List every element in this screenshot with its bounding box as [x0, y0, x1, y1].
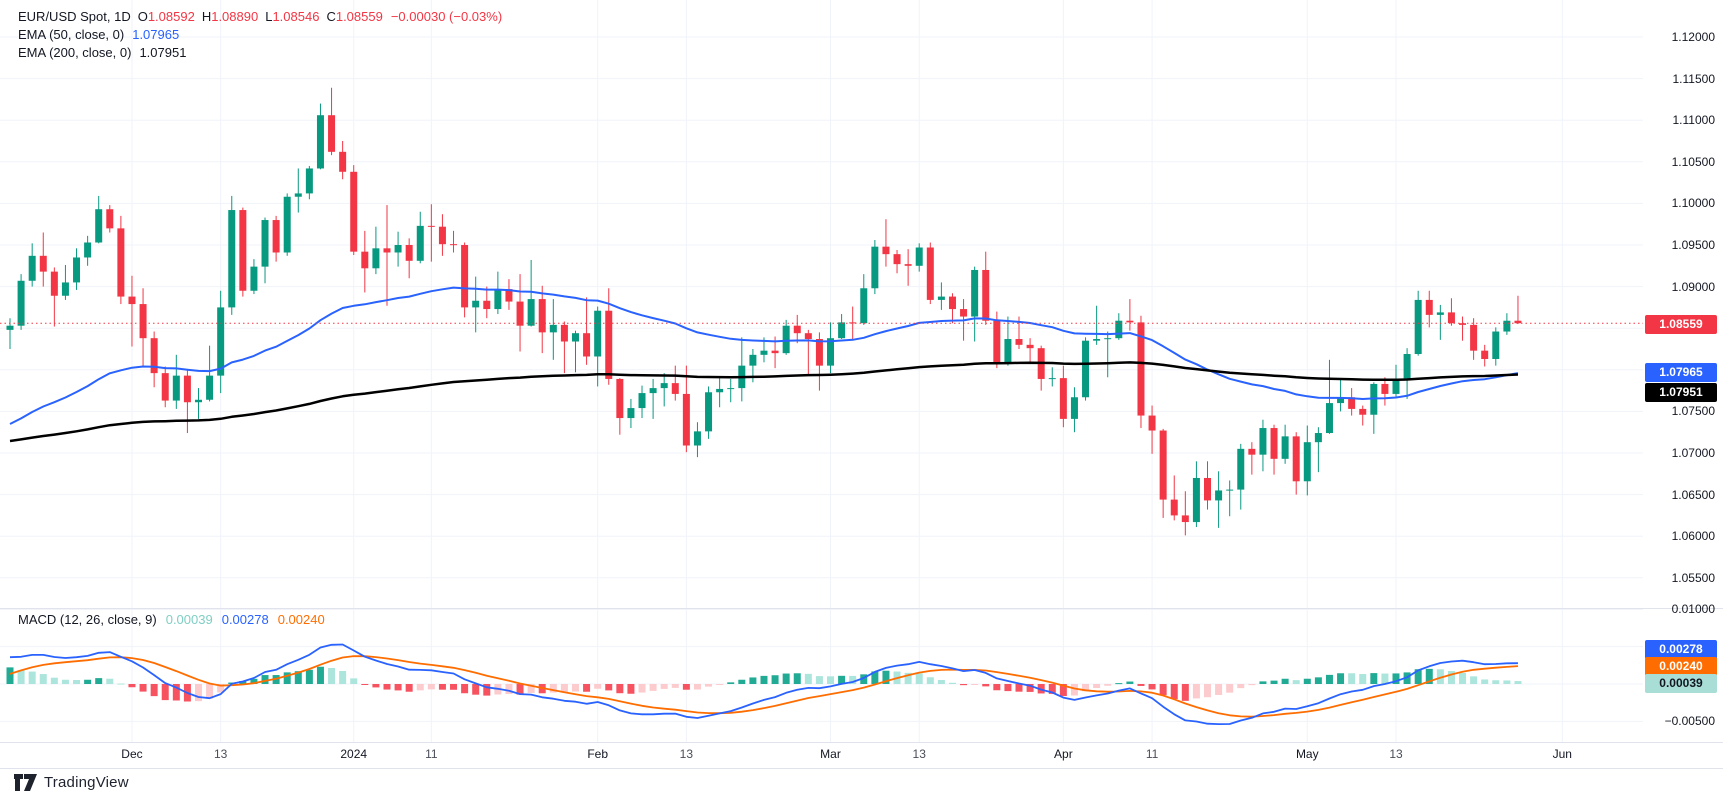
ema50-label: EMA (50, close, 0)	[18, 27, 125, 42]
time-tick-label: Dec	[121, 747, 143, 761]
ohlc-value: 1.08546	[272, 9, 320, 24]
price-tick-label: 1.07000	[1671, 446, 1715, 460]
ema200-label: EMA (200, close, 0)	[18, 45, 132, 60]
ohlc-key: H	[201, 9, 212, 24]
time-tick-label: Jun	[1552, 747, 1572, 761]
price-tick-label: 1.10500	[1671, 154, 1715, 169]
time-tick-label: May	[1295, 747, 1319, 761]
price-scale[interactable]: 1.12000 1.11500 1.11000 1.10500 1.10000 1.095…	[1643, 0, 1723, 742]
ohlc-key: C	[326, 9, 336, 24]
ohlc-key: O	[137, 9, 148, 24]
macd-signal-line	[9, 655, 1519, 718]
ohlc-values: O1.08592 H1.08890 L1.08546 C1.08559	[131, 9, 383, 24]
macd-legend-value: 0.00039	[165, 612, 213, 627]
time-tick-label: 11	[1145, 747, 1159, 761]
ema50-legend-row[interactable]: EMA (50, close, 0) 1.07965	[18, 26, 502, 44]
price-tick-label: 1.07500	[1671, 404, 1715, 419]
macd-tick-label: −0.00500	[1664, 714, 1715, 729]
time-tick-label: Apr	[1054, 747, 1073, 761]
macd-legend-value: 0.00240	[277, 612, 325, 627]
price-tick-label: 1.06500	[1671, 487, 1715, 502]
tradingview-logo[interactable]: TradingView	[14, 774, 129, 791]
macd-line	[9, 643, 1518, 725]
price-tick-label: 1.12000	[1671, 30, 1715, 44]
ema200-value: 1.07951	[139, 45, 187, 60]
ohlc-value: 1.08890	[211, 9, 259, 24]
ema200-legend-row[interactable]: EMA (200, close, 0) 1.07951	[18, 44, 502, 62]
axis-value-badge: 0.00039	[1645, 674, 1717, 693]
time-tick-label: 13	[679, 747, 694, 761]
ohlc-key: L	[265, 9, 273, 24]
axis-value-badge: 0.00240	[1645, 657, 1717, 676]
ohlc-value: 1.08592	[147, 9, 195, 24]
price-tick-label: 1.11500	[1672, 71, 1716, 86]
ema200-line	[9, 361, 1519, 443]
axis-value-badge: 1.08559	[1645, 315, 1717, 334]
time-tick-label: 11	[425, 747, 438, 761]
time-tick-label: 13	[912, 747, 926, 761]
symbol-legend-row[interactable]: EUR/USD Spot, 1D O1.08592 H1.08890 L1.08546…	[18, 8, 502, 26]
tradingview-logo-icon	[14, 774, 37, 791]
macd-tick-label: 0.01000	[1671, 602, 1715, 617]
price-tick-label: 1.06000	[1671, 529, 1715, 544]
time-scale[interactable]: Dec 13 2024 11 Feb 13 Mar 13 Apr 11 May 13 Jun	[0, 742, 1723, 768]
axis-value-badge: 0.00278	[1645, 640, 1717, 659]
price-tick-label: 1.11000	[1672, 113, 1716, 128]
legend-panel: EUR/USD Spot, 1D O1.08592 H1.08890 L1.08546…	[18, 8, 502, 62]
time-tick-label: 13	[213, 747, 228, 761]
symbol-title: EUR/USD Spot, 1D	[18, 9, 131, 24]
ema50-value: 1.07965	[132, 27, 180, 42]
macd-legend-row[interactable]: MACD (12, 26, close, 9) 0.00039 0.00278 0.0…	[18, 612, 325, 627]
tradingview-logo-text: TradingView	[44, 774, 129, 791]
axis-value-badge: 1.07951	[1645, 383, 1717, 402]
axis-value-badge: 1.07965	[1645, 363, 1717, 382]
macd-legend-value: 0.00278	[221, 612, 269, 627]
time-tick-label: Mar	[820, 747, 841, 761]
time-tick-label: Feb	[587, 747, 608, 761]
price-tick-label: 1.09000	[1671, 279, 1715, 294]
macd-values: 0.00039 0.00278 0.00240	[157, 612, 325, 627]
price-tick-label: 1.09500	[1671, 238, 1715, 252]
macd-label: MACD (12, 26, close, 9)	[18, 612, 157, 627]
change-value: −0.00030 (−0.03%)	[390, 9, 503, 24]
price-tick-label: 1.05500	[1671, 570, 1715, 585]
ema50-line	[9, 286, 1519, 425]
ohlc-value: 1.08559	[335, 9, 383, 24]
candles	[6, 87, 1522, 536]
time-tick-label: 2024	[340, 747, 368, 761]
price-tick-label: 1.10000	[1671, 196, 1715, 211]
time-tick-label: 13	[1389, 747, 1403, 761]
gridlines	[0, 0, 1643, 742]
